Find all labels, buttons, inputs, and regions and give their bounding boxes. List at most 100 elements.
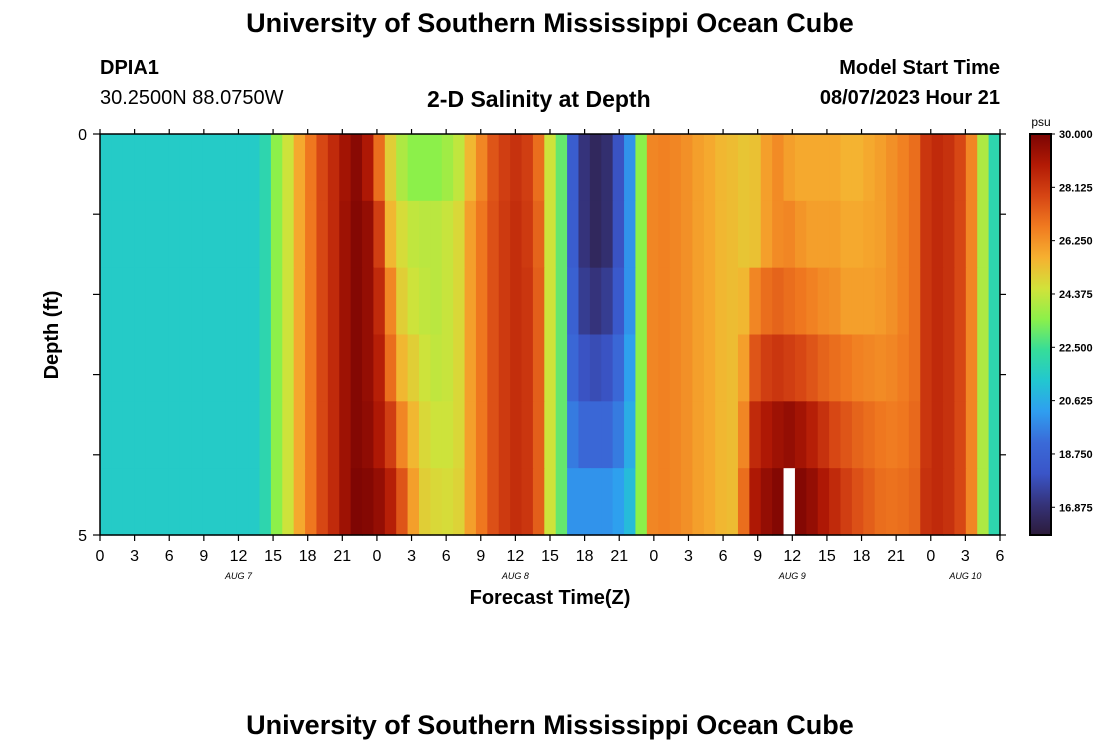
heatmap-cell xyxy=(316,134,329,202)
colorbar: 30.000 28.125 26.250 24.375 22.500 20.625 18.7… xyxy=(1029,129,1093,536)
heatmap-cell xyxy=(692,134,705,202)
heatmap-cell xyxy=(498,334,511,402)
heatmap-cell xyxy=(589,267,602,336)
heatmap-cell xyxy=(737,134,750,202)
heatmap-cell xyxy=(350,468,363,536)
heatmap-cell xyxy=(760,267,773,336)
heatmap-cell xyxy=(122,334,135,402)
heatmap-cell xyxy=(362,468,375,536)
heatmap-cell xyxy=(544,468,557,536)
heatmap-cell xyxy=(715,334,728,402)
heatmap-cell xyxy=(658,134,671,202)
heatmap-cell xyxy=(635,134,648,202)
heatmap-cell xyxy=(134,468,147,536)
heatmap-cell xyxy=(772,267,785,336)
heatmap-cell xyxy=(635,334,648,402)
heatmap-cell xyxy=(851,334,864,402)
date-label: AUG 9 xyxy=(778,571,806,581)
heatmap-cell xyxy=(612,200,625,269)
heatmap-cell xyxy=(692,267,705,336)
heatmap-cell xyxy=(772,468,785,536)
heatmap-cell xyxy=(578,468,591,536)
heatmap-cell xyxy=(669,334,682,402)
x-tick-label: 3 xyxy=(684,548,693,565)
heatmap-cell xyxy=(715,401,728,469)
heatmap-cell xyxy=(510,200,523,269)
heatmap-cell xyxy=(589,401,602,469)
heatmap-cell xyxy=(464,334,477,402)
heatmap-cell xyxy=(612,468,625,536)
heatmap-cell xyxy=(874,468,887,536)
heatmap-cell xyxy=(259,334,272,402)
heatmap-cell xyxy=(282,334,295,402)
heatmap-cell xyxy=(510,134,523,202)
heatmap-cell xyxy=(943,401,956,469)
heatmap-cell xyxy=(191,200,204,269)
heatmap-cell xyxy=(487,334,500,402)
heatmap-cell xyxy=(544,200,557,269)
colorbar-tick-label: 30.000 xyxy=(1059,129,1093,141)
heatmap-cell xyxy=(658,401,671,469)
heatmap-cell xyxy=(350,200,363,269)
heatmap-cell xyxy=(646,200,659,269)
heatmap-cell xyxy=(441,200,454,269)
heatmap-cell xyxy=(646,468,659,536)
heatmap-cell xyxy=(669,401,682,469)
heatmap-cell xyxy=(954,334,967,402)
heatmap-cell xyxy=(954,200,967,269)
heatmap-cell xyxy=(475,401,488,469)
heatmap-cell xyxy=(236,468,249,536)
x-tick-label: 0 xyxy=(96,548,105,565)
heatmap-cell xyxy=(612,401,625,469)
heatmap-cell xyxy=(635,267,648,336)
heatmap-cell xyxy=(418,134,431,202)
heatmap-cell xyxy=(817,134,830,202)
heatmap-cell xyxy=(396,334,409,402)
heatmap-cell xyxy=(931,134,944,202)
heatmap-cell xyxy=(737,267,750,336)
heatmap-cell xyxy=(122,134,135,202)
heatmap-cell xyxy=(965,134,978,202)
heatmap-cell xyxy=(111,267,124,336)
heatmap-cell xyxy=(156,401,169,469)
heatmap-cell xyxy=(988,267,1001,336)
heatmap-cell xyxy=(362,334,375,402)
heatmap-cell xyxy=(988,200,1001,269)
heatmap-cell xyxy=(100,267,112,336)
heatmap-cell xyxy=(339,267,352,336)
heatmap-cell xyxy=(578,200,591,269)
heatmap-cell xyxy=(373,468,386,536)
heatmap-cell xyxy=(248,200,261,269)
heatmap-cell xyxy=(270,267,283,336)
heatmap-cell xyxy=(498,468,511,536)
x-tick-label: 18 xyxy=(576,548,594,565)
heatmap-cell xyxy=(943,134,956,202)
heatmap-cell xyxy=(327,267,340,336)
heatmap-cell xyxy=(293,401,306,469)
heatmap-cell xyxy=(954,468,967,536)
heatmap-cell xyxy=(817,334,830,402)
heatmap-cell xyxy=(453,401,466,469)
heatmap-cell xyxy=(681,134,693,202)
heatmap-cell xyxy=(362,134,375,202)
heatmap-cell xyxy=(430,267,443,336)
heatmap-cell xyxy=(225,401,238,469)
heatmap-cell xyxy=(384,267,397,336)
heatmap-cell xyxy=(213,267,226,336)
heatmap-cell xyxy=(624,267,637,336)
heatmap-cell xyxy=(817,267,830,336)
heatmap-cell xyxy=(840,468,853,536)
heatmap-cell xyxy=(703,401,716,469)
heatmap-cell xyxy=(886,267,899,336)
heatmap-cell xyxy=(259,468,272,536)
heatmap-cell xyxy=(134,200,147,269)
heatmap-cell xyxy=(305,134,318,202)
heatmap-cell xyxy=(213,401,226,469)
heatmap-cell xyxy=(851,267,864,336)
colorbar-tick-label: 16.875 xyxy=(1059,502,1093,514)
heatmap-cell xyxy=(350,334,363,402)
heatmap-cell xyxy=(202,267,215,336)
colorbar-tick-label: 18.750 xyxy=(1059,449,1093,461)
heatmap-cell xyxy=(373,401,386,469)
heatmap-cell xyxy=(726,468,739,536)
